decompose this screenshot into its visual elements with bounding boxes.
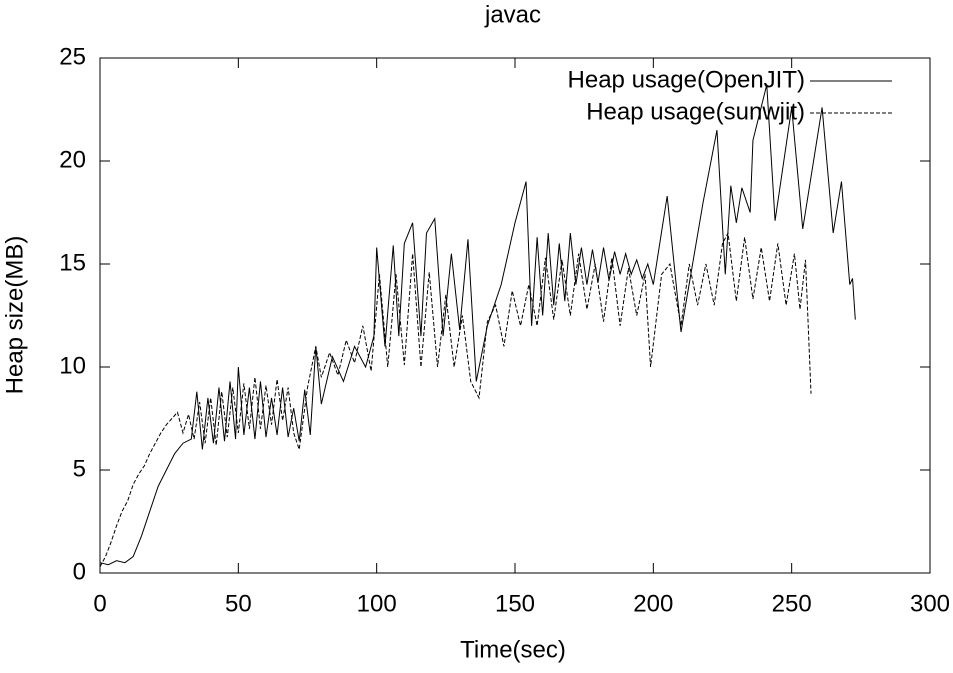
y-axis-label: Heap size(MB) bbox=[1, 236, 28, 395]
chart-title: javac bbox=[484, 1, 541, 28]
y-tick-label: 20 bbox=[59, 146, 86, 173]
x-tick-label: 300 bbox=[910, 590, 950, 617]
x-tick-label: 50 bbox=[225, 590, 252, 617]
series-line bbox=[99, 231, 812, 568]
legend-label: Heap usage(sunwjit) bbox=[586, 98, 805, 125]
x-axis-label: Time(sec) bbox=[460, 636, 566, 663]
y-tick-label: 15 bbox=[59, 249, 86, 276]
y-tick-label: 0 bbox=[73, 558, 86, 585]
plot-frame bbox=[99, 57, 931, 574]
x-tick-label: 250 bbox=[772, 590, 812, 617]
y-tick-label: 25 bbox=[59, 43, 86, 70]
y-tick-label: 10 bbox=[59, 352, 86, 379]
x-tick-label: 100 bbox=[357, 590, 397, 617]
legend-label: Heap usage(OpenJIT) bbox=[568, 66, 805, 93]
x-tick-label: 0 bbox=[93, 590, 106, 617]
x-tick-label: 200 bbox=[633, 590, 673, 617]
series-line bbox=[99, 84, 856, 566]
x-tick-label: 150 bbox=[495, 590, 535, 617]
y-tick-label: 5 bbox=[73, 455, 86, 482]
